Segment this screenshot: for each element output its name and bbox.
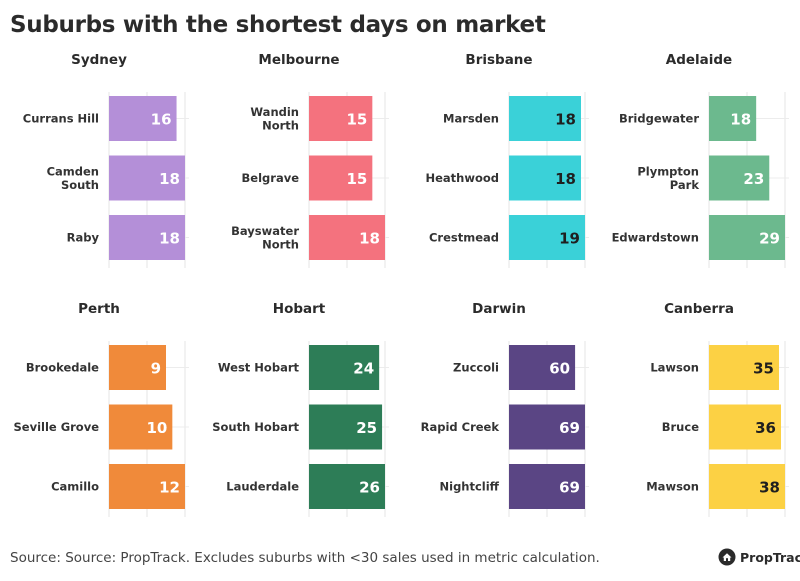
bar-brisbane-crestmead [509,215,585,260]
category-label-bridgewater: Bridgewater [619,112,699,126]
data-label: 9 [151,360,161,378]
bar-adelaide-plympton-park [709,155,770,201]
category-label-heathwood: Heathwood [425,171,499,185]
data-label: 15 [346,170,367,188]
bar-darwin-rapid-creek [509,404,585,450]
bar-darwin-nightcliff [509,464,585,509]
bar-sydney-camden-south [109,155,185,201]
category-label-zuccoli: Zuccoli [453,361,499,375]
data-label: 15 [346,111,367,129]
panel-title-perth: Perth [78,301,120,317]
data-label: 60 [549,360,570,378]
data-label: 24 [353,360,374,378]
data-label: 10 [146,419,167,437]
category-label-west-hobart: West Hobart [218,361,300,375]
category-label-marsden: Marsden [443,112,499,126]
panel-title-hobart: Hobart [273,301,326,317]
bar-perth-camillo [109,464,185,509]
house-icon [718,548,736,566]
category-label-bruce: Bruce [662,420,699,434]
data-label: 12 [159,479,180,497]
category-label-seville-grove: Seville Grove [13,420,99,434]
bar-perth-seville-grove [109,404,173,450]
bar-canberra-bruce [709,404,781,450]
category-label-raby: Raby [67,231,100,245]
data-label: 38 [759,479,780,497]
bar-hobart-west-hobart [309,345,380,390]
data-label: 18 [555,170,576,188]
category-label-rapid-creek: Rapid Creek [421,420,500,434]
category-label-crestmead: Crestmead [429,231,499,245]
category-label-wandin-north: Wandin North [250,105,299,133]
category-label-nightcliff: Nightcliff [440,480,500,494]
category-label-lauderdale: Lauderdale [226,480,299,494]
bar-adelaide-bridgewater [709,96,757,141]
data-label: 18 [555,111,576,129]
panel-title-canberra: Canberra [664,301,734,317]
panel-title-sydney: Sydney [71,52,127,68]
data-label: 35 [753,360,774,378]
category-label-mawson: Mawson [646,480,699,494]
category-label-edwardstown: Edwardstown [612,231,699,245]
bar-canberra-lawson [709,345,779,390]
category-label-bayswater-north: Bayswater North [231,224,299,252]
bar-melbourne-bayswater-north [309,215,385,260]
data-label: 26 [359,479,380,497]
data-label: 36 [755,419,776,437]
bar-canberra-mawson [709,464,785,509]
category-label-south-hobart: South Hobart [212,420,299,434]
logo-text: PropTrack [740,549,800,565]
source-note: Source: Source: PropTrack. Excludes subu… [10,550,600,566]
category-label-brookedale: Brookedale [26,361,99,375]
category-label-camillo: Camillo [51,480,99,494]
data-label: 16 [151,111,172,129]
bar-perth-brookedale [109,345,166,390]
data-label: 29 [759,230,780,248]
bar-adelaide-edwardstown [709,215,785,260]
data-label: 18 [730,111,751,129]
data-label: 23 [743,170,764,188]
bar-melbourne-belgrave [309,155,373,201]
bar-brisbane-marsden [509,96,581,141]
bar-sydney-raby [109,215,185,260]
bar-hobart-lauderdale [309,464,385,509]
category-label-lawson: Lawson [650,361,699,375]
category-label-currans-hill: Currans Hill [23,112,99,126]
data-label: 19 [559,230,580,248]
panel-title-adelaide: Adelaide [666,52,732,68]
category-label-plympton-park: Plympton Park [637,164,699,192]
panel-title-darwin: Darwin [472,301,526,317]
bar-hobart-south-hobart [309,404,383,450]
data-label: 18 [159,170,180,188]
bar-melbourne-wandin-north [309,96,373,141]
bar-darwin-zuccoli [509,345,576,390]
panel-title-melbourne: Melbourne [258,52,339,68]
chart-title: Suburbs with the shortest days on market [10,12,546,38]
data-label: 18 [359,230,380,248]
category-label-belgrave: Belgrave [242,171,300,185]
data-label: 25 [356,419,377,437]
bar-brisbane-heathwood [509,155,581,201]
data-label: 18 [159,230,180,248]
proptrack-logo: PropTrack [718,548,800,566]
bar-sydney-currans-hill [109,96,177,141]
category-label-camden-south: Camden South [47,164,99,192]
data-label: 69 [559,419,580,437]
data-label: 69 [559,479,580,497]
panel-title-brisbane: Brisbane [465,52,532,68]
